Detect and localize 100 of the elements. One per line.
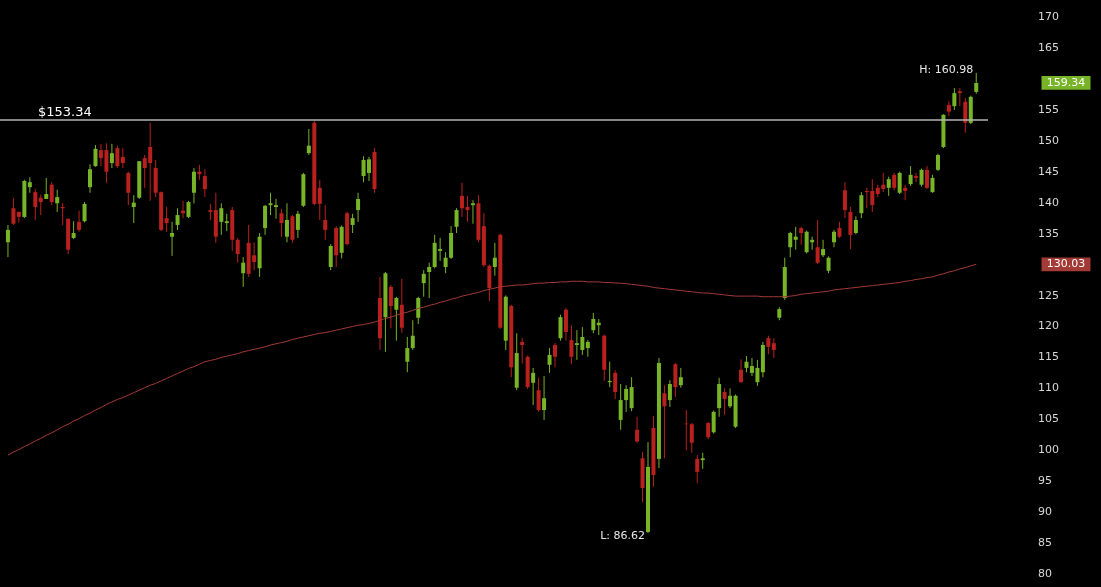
candlestick	[77, 210, 82, 233]
candlestick	[531, 367, 536, 406]
candlestick	[695, 454, 700, 484]
candlestick	[470, 199, 475, 225]
text: 159.34	[1046, 75, 1086, 89]
candlestick	[93, 144, 98, 168]
y-tick-label: 110	[1038, 381, 1059, 395]
candlestick	[492, 242, 497, 277]
ref-line-label: $153.34	[38, 104, 92, 120]
candlestick	[49, 181, 54, 206]
candlestick	[771, 337, 776, 359]
candlestick	[520, 337, 525, 365]
y-tick-label: 80	[1038, 567, 1052, 580]
candlestick	[115, 145, 120, 169]
annotation: H: 160.98	[919, 62, 974, 76]
candlestick	[427, 262, 432, 299]
y-tick-label: 140	[1038, 195, 1059, 209]
y-tick-label: 85	[1038, 536, 1052, 550]
candlestick	[689, 422, 694, 454]
candlestick	[268, 192, 273, 216]
candlestick	[536, 377, 541, 413]
candlestick	[460, 182, 465, 218]
candlestick	[946, 100, 951, 117]
candlestick	[903, 184, 908, 201]
candlestick	[284, 202, 289, 243]
candlestick	[11, 197, 16, 226]
candlestick	[667, 379, 672, 408]
candlestick	[306, 128, 311, 156]
candlestick	[241, 256, 246, 288]
candlestick	[55, 189, 60, 213]
candlestick	[38, 194, 43, 216]
candlestick	[739, 358, 744, 384]
candlestick	[82, 201, 87, 223]
candlestick	[290, 214, 295, 244]
candlestick	[202, 168, 207, 198]
y-tick-label: 100	[1038, 443, 1059, 457]
candlestick	[848, 206, 853, 250]
candlestick	[88, 163, 93, 194]
candlestick	[629, 376, 634, 412]
candlestick	[279, 208, 284, 238]
candlestick	[454, 207, 459, 234]
candlestick	[388, 284, 393, 329]
candlestick	[728, 387, 733, 409]
candlestick	[662, 384, 667, 459]
candlestick	[613, 369, 618, 400]
candlestick	[547, 347, 552, 374]
candlestick	[263, 204, 268, 236]
candlestick	[569, 324, 574, 365]
candlestick	[974, 72, 979, 95]
y-tick-label: 125	[1038, 288, 1059, 302]
y-tick-label: 145	[1038, 164, 1059, 178]
candlestick	[317, 179, 322, 221]
candlestick	[897, 171, 902, 195]
candlestick	[908, 165, 913, 187]
candlestick	[842, 181, 847, 219]
candlestick	[722, 387, 727, 416]
y-tick-label: 95	[1038, 474, 1052, 488]
candlestick	[5, 224, 10, 258]
candlestick	[399, 278, 404, 334]
text: 130.03	[1046, 257, 1086, 271]
candlestick	[328, 243, 333, 271]
candlestick	[925, 165, 930, 190]
candlestick	[350, 213, 355, 234]
y-tick-label: 170	[1038, 10, 1059, 23]
candlestick	[131, 194, 136, 224]
candlestick	[952, 87, 957, 111]
candlestick	[109, 143, 114, 169]
candlestick	[821, 239, 826, 258]
y-tick-label: 105	[1038, 412, 1059, 426]
y-tick-label: 150	[1038, 133, 1059, 147]
candlestick	[542, 375, 547, 421]
candlestick	[410, 319, 415, 351]
y-tick-label: 115	[1038, 350, 1059, 364]
candlestick	[553, 342, 558, 368]
candlestick	[235, 237, 240, 264]
candlestick	[788, 231, 793, 258]
y-tick-label: 135	[1038, 226, 1059, 240]
candlestick	[191, 167, 196, 204]
candlestick	[421, 269, 426, 298]
candlestick	[120, 147, 125, 169]
line-series	[7, 263, 977, 456]
candlestick	[219, 202, 224, 236]
candlestick	[558, 314, 563, 342]
candlestick	[126, 171, 131, 206]
candlestick	[44, 177, 49, 200]
candlestick	[416, 296, 421, 325]
y-tick-label: 165	[1038, 40, 1059, 54]
candlestick	[405, 336, 410, 373]
y-tick-label: 155	[1038, 102, 1059, 116]
annotation: L: 86.62	[600, 529, 646, 543]
candlestick	[624, 384, 629, 413]
candlestick	[635, 416, 640, 444]
candlestick	[766, 335, 771, 355]
candlestick	[274, 198, 279, 220]
candlestick	[914, 172, 919, 183]
candlestick	[678, 367, 683, 389]
candlestick	[711, 410, 716, 435]
candlestick	[170, 221, 175, 257]
candlestick	[323, 204, 328, 241]
y-tick-label: 90	[1038, 505, 1052, 519]
